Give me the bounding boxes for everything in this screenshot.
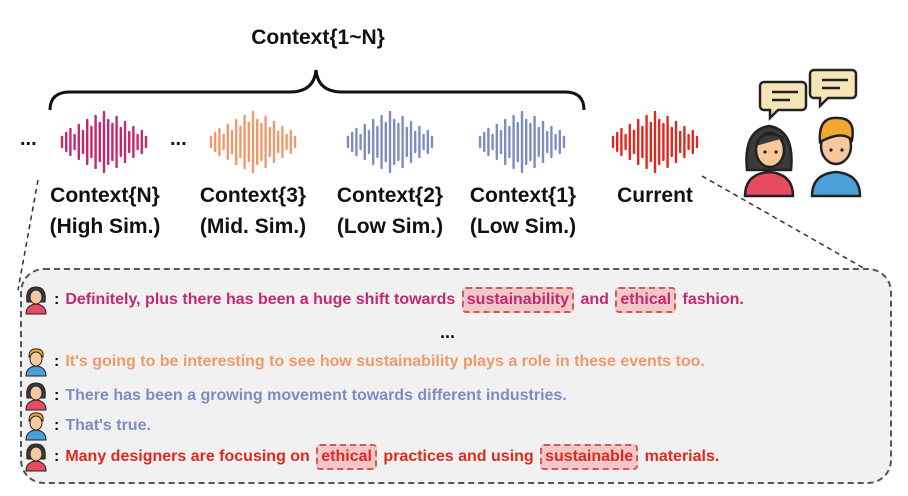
speech-bubble-icon: [758, 68, 858, 122]
utterance-text: Many designers are focusing on ethical p…: [65, 444, 719, 470]
context-name: Context{3}: [199, 184, 307, 207]
context-n-label: Context{N} (High Sim.): [40, 180, 170, 242]
speaker-colon: :: [54, 387, 60, 404]
man-avatar-icon: [24, 348, 48, 377]
dialogue-ellipsis: ...: [440, 322, 456, 342]
woman-speaker-icon: [743, 124, 795, 198]
man-avatar-icon: [24, 412, 48, 441]
dialogue-line: : There has been a growing movement towar…: [24, 382, 567, 411]
context-similarity: (Low Sim.): [469, 215, 577, 238]
context-3-label: Context{3} (Mid. Sim.): [188, 180, 318, 242]
woman-avatar-icon: [24, 443, 48, 472]
speaker-colon: :: [54, 448, 60, 465]
dialogue-line: : It's going to be interesting to see how…: [24, 348, 705, 377]
context-name: Context{1}: [469, 184, 577, 207]
speaker-colon: :: [54, 417, 60, 434]
context-2-waveform: [346, 110, 434, 174]
utterance-text: There has been a growing movement toward…: [65, 387, 566, 405]
context-brace: [48, 69, 586, 111]
highlighted-keyword: sustainable: [540, 444, 639, 470]
utterance-segment: That's true.: [65, 417, 151, 434]
man-speaker-icon: [810, 116, 862, 198]
utterance-text: Definitely, plus there has been a huge s…: [65, 287, 744, 313]
dialogue-panel: [20, 268, 892, 484]
context-2-label: Context{2} (Low Sim.): [325, 180, 455, 242]
speaker-colon: :: [54, 353, 60, 370]
utterance-segment: It's going to be interesting to see how …: [65, 353, 705, 370]
highlighted-keyword: ethical: [316, 444, 377, 470]
utterance-segment: practices and using: [378, 448, 539, 465]
connector-left: [17, 179, 39, 291]
context-name: Context{2}: [336, 184, 444, 207]
utterance-segment: Many designers are focusing on: [65, 448, 315, 465]
context-name: Context{N}: [50, 184, 160, 207]
utterance-segment: fashion.: [678, 291, 744, 308]
woman-avatar-icon: [24, 286, 48, 315]
context-n-waveform: [60, 110, 148, 174]
utterance-segment: There has been a growing movement toward…: [65, 387, 567, 404]
dialogue-line: : Definitely, plus there has been a huge …: [24, 286, 744, 315]
dialogue-line: : That's true.: [24, 412, 151, 441]
context-similarity: (High Sim.): [49, 215, 161, 238]
context-1-label: Context{1} (Low Sim.): [458, 180, 588, 242]
utterance-segment: materials.: [640, 448, 720, 465]
utterance-text: That's true.: [65, 417, 151, 435]
utterance-segment: and: [576, 291, 614, 308]
context-3-waveform: [209, 110, 297, 174]
highlighted-keyword: ethical: [615, 287, 677, 313]
ellipsis-left: ...: [20, 128, 37, 150]
current-label: Current: [617, 184, 693, 207]
utterance-segment: Definitely, plus there has been a huge s…: [65, 291, 460, 308]
woman-avatar-icon: [24, 382, 48, 411]
context-range-title: Context{1~N}: [251, 26, 385, 49]
context-similarity: (Low Sim.): [336, 215, 444, 238]
current-waveform: [611, 110, 699, 174]
ellipsis-middle: ...: [170, 128, 187, 150]
utterance-text: It's going to be interesting to see how …: [65, 353, 704, 371]
context-1-waveform: [478, 110, 566, 174]
highlighted-keyword: sustainability: [461, 287, 575, 313]
speaker-colon: :: [54, 291, 60, 308]
context-similarity: (Mid. Sim.): [199, 215, 307, 238]
dialogue-line: : Many designers are focusing on ethical …: [24, 443, 719, 472]
